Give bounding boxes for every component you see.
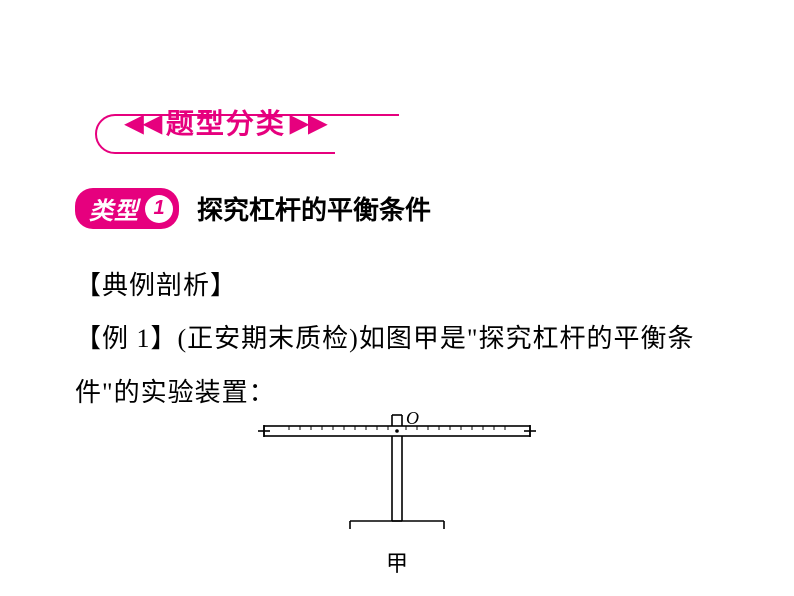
example-text-1: (正安期末质检)如图甲是"探究杠杆的平衡条 <box>178 324 695 353</box>
svg-text:O: O <box>406 409 419 428</box>
body-text: 【典例剖析】 【例 1】(正安期末质检)如图甲是"探究杠杆的平衡条 件"的实验装… <box>75 259 715 419</box>
banner-arrow-right: ▶▶ <box>290 112 327 136</box>
lever-diagram: O <box>252 409 542 539</box>
example-line-1: 【例 1】(正安期末质检)如图甲是"探究杠杆的平衡条 <box>75 312 715 365</box>
banner-title: 题型分类 <box>166 110 286 138</box>
type-pill: 类型 1 <box>75 188 179 229</box>
example-prefix: 【例 1】 <box>75 324 178 353</box>
type-pill-number: 1 <box>145 195 173 223</box>
section-banner: ◀◀ 题型分类 ▶▶ <box>75 110 719 160</box>
diagram-caption: 甲 <box>75 546 719 578</box>
type-row: 类型 1 探究杠杆的平衡条件 <box>75 188 719 229</box>
diagram-container: O 甲 <box>75 409 719 578</box>
type-pill-label: 类型 <box>89 191 139 226</box>
banner-arrow-left: ◀◀ <box>125 112 162 136</box>
type-heading: 探究杠杆的平衡条件 <box>197 190 431 227</box>
analysis-label: 【典例剖析】 <box>75 259 715 312</box>
